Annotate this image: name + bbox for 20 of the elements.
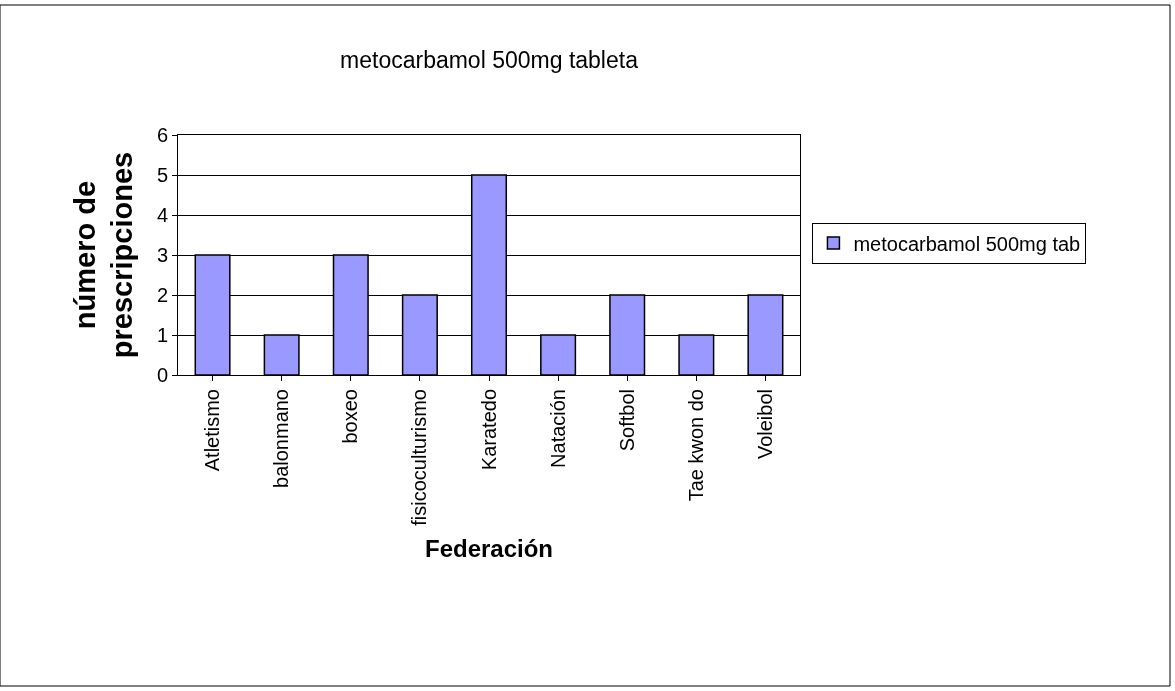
x-tick-label: Karatedo xyxy=(477,389,500,471)
x-tick-label: Softbol xyxy=(615,389,638,452)
x-tick-label: fisicoculturismo xyxy=(408,389,431,526)
legend-label: metocarbamol 500mg tab xyxy=(853,232,1081,255)
x-tick-label: Natación xyxy=(546,389,569,468)
chart-title: metocarbamol 500mg tableta xyxy=(340,47,639,74)
y-tick-label: 6 xyxy=(156,124,168,146)
x-axis-title: Federación xyxy=(424,535,554,562)
y-tick-label: 5 xyxy=(156,164,168,186)
y-tick-label: 0 xyxy=(156,364,168,386)
x-tick-label: boxeo xyxy=(339,389,362,444)
x-tick-label: balonmano xyxy=(270,389,293,488)
x-tick-label: Tae kwon do xyxy=(684,389,707,502)
y-tick-label: 1 xyxy=(156,324,168,346)
y-tick-label: 3 xyxy=(156,244,168,266)
x-tick-label: Atletismo xyxy=(201,389,224,472)
y-tick-label: 2 xyxy=(156,284,168,306)
x-tick-label: Voleibol xyxy=(753,389,776,460)
y-axis-title: número de prescripciones xyxy=(68,151,139,359)
y-tick-label: 4 xyxy=(156,204,168,226)
